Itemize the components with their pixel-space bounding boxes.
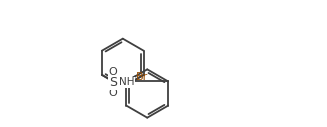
Text: O: O: [109, 88, 118, 98]
Text: S: S: [109, 76, 117, 89]
Text: NH: NH: [119, 77, 134, 88]
Text: Br: Br: [136, 72, 148, 82]
Text: O: O: [109, 67, 118, 77]
